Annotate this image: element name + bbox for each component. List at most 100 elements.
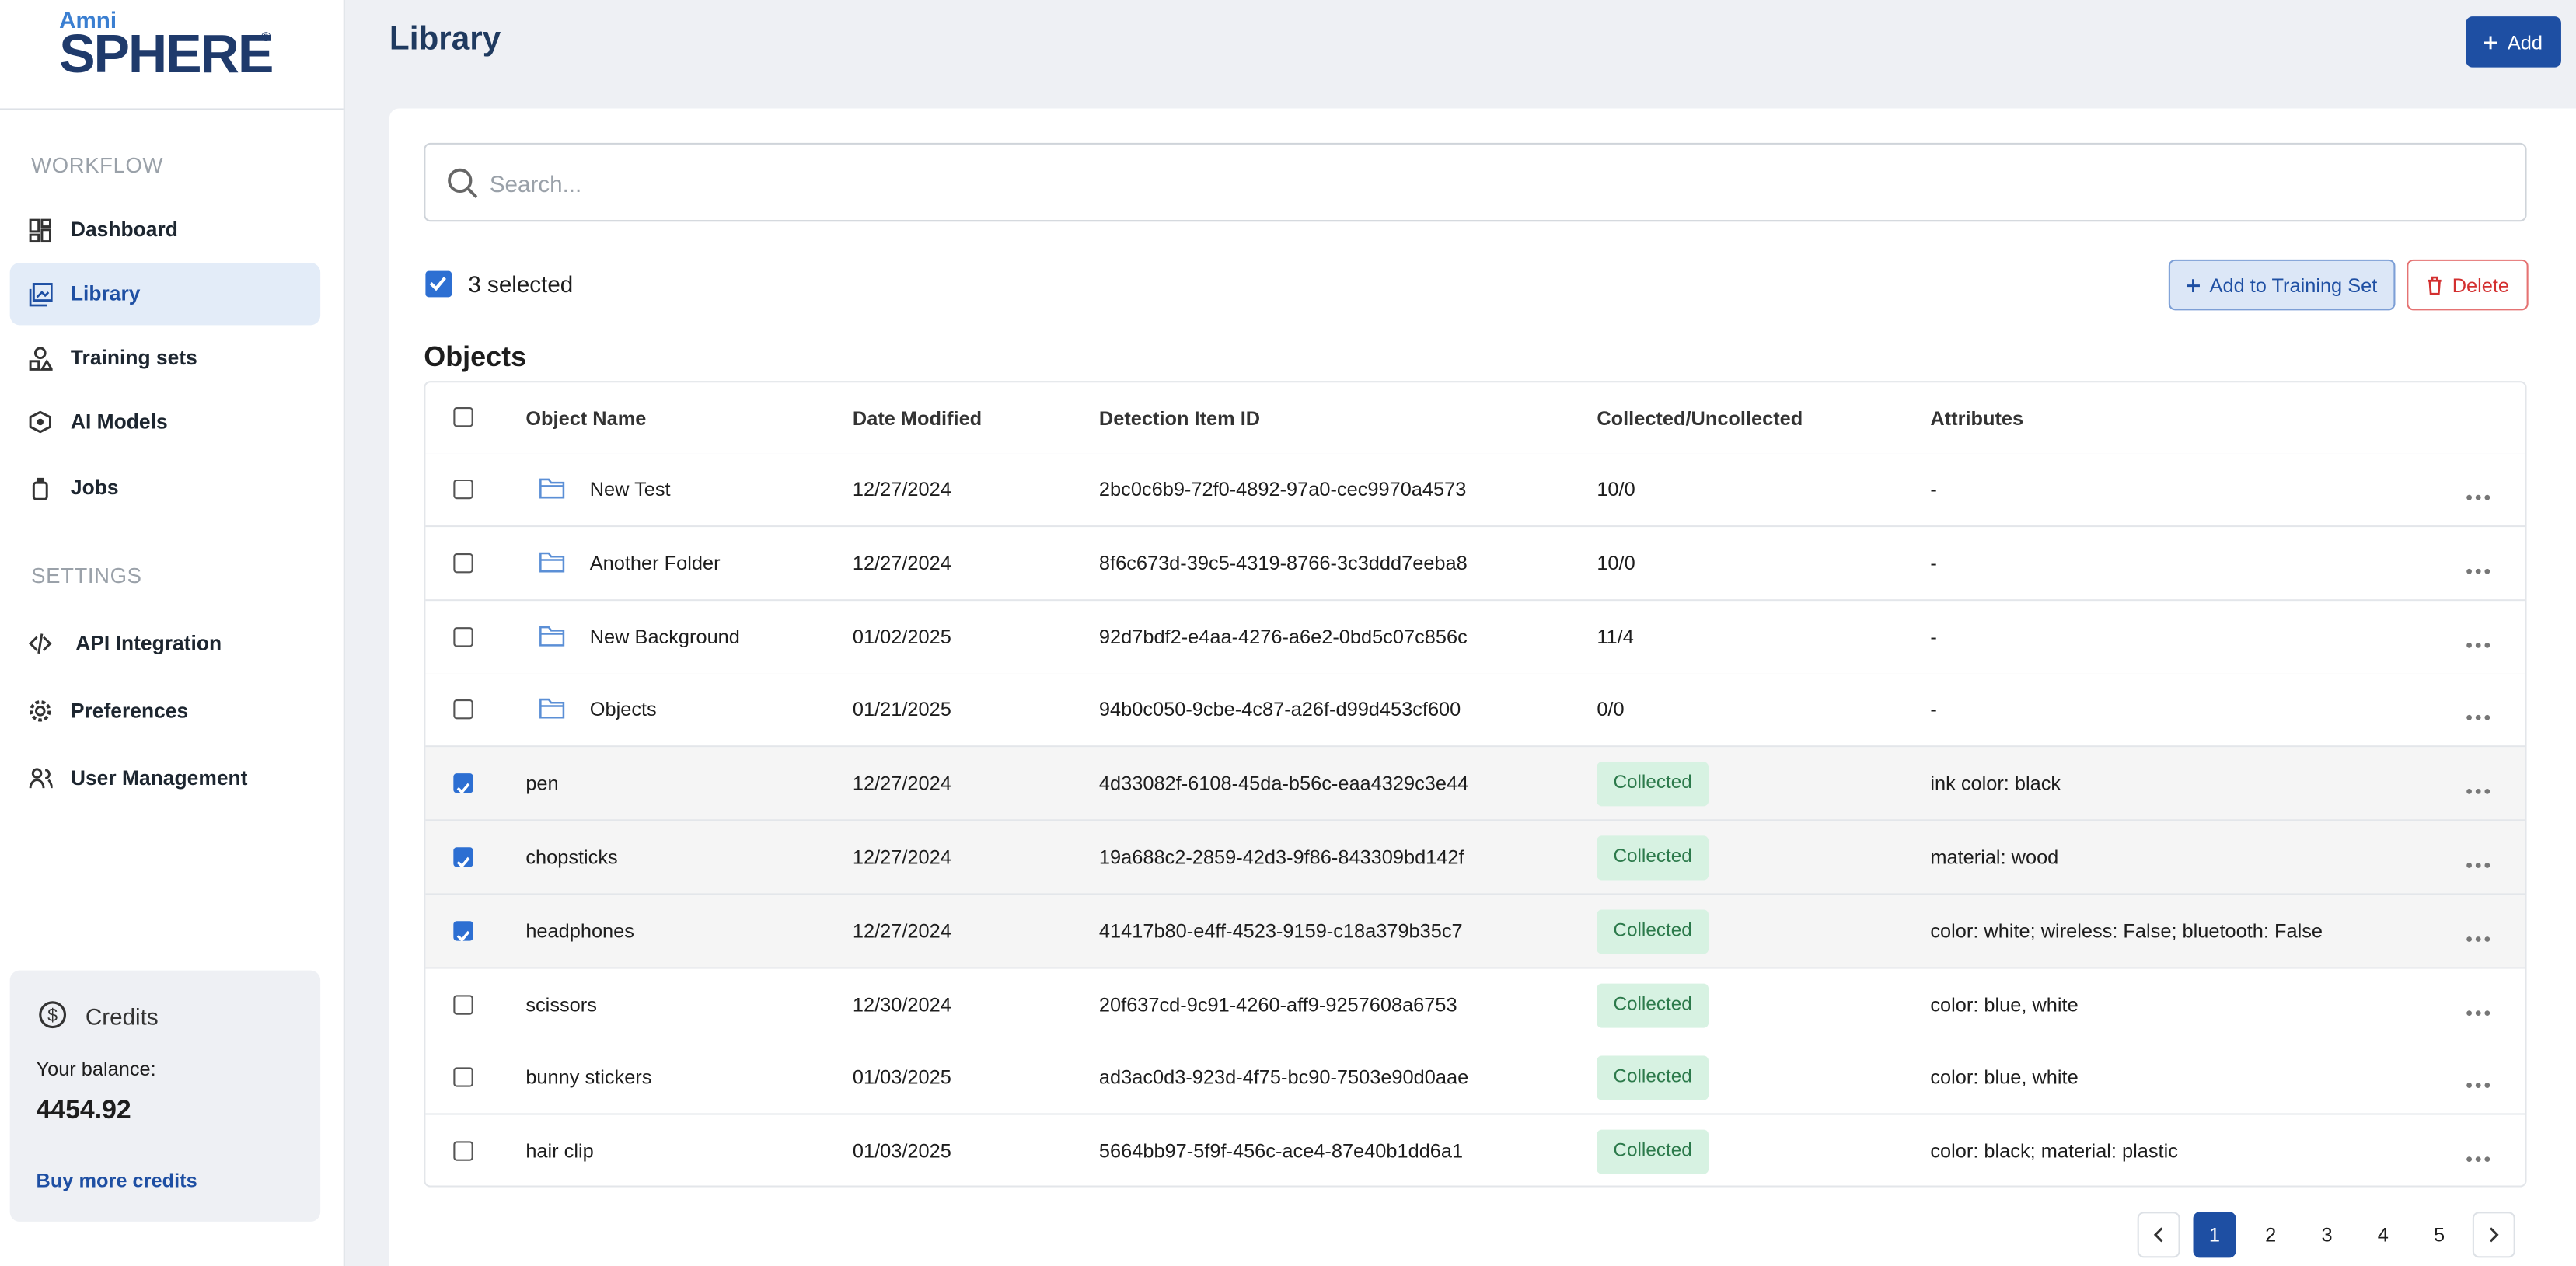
folder-icon (539, 699, 565, 728)
nav-icon (29, 347, 53, 371)
search-icon (448, 168, 478, 198)
nav-icon (29, 633, 52, 654)
page-button[interactable]: 1 (2193, 1212, 2236, 1258)
page-button[interactable]: 4 (2377, 1223, 2389, 1247)
search-box[interactable]: Search... (424, 142, 2527, 222)
row-checkbox[interactable] (453, 1068, 473, 1088)
nav-label: Dashboard (70, 218, 178, 242)
nav-item[interactable]: Library (9, 263, 321, 326)
row-checkbox[interactable] (453, 773, 473, 795)
brand-small: Amni (59, 6, 117, 33)
objects-table: Object Name Date Modified Detection Item I… (424, 381, 2527, 1188)
nav-item[interactable]: AI Models (10, 391, 320, 453)
prev-page[interactable] (2137, 1212, 2180, 1258)
nav-icon (29, 283, 53, 307)
status-badge: Collected (1597, 762, 1709, 807)
object-name: New Test (589, 477, 671, 501)
row-menu[interactable] (2466, 1142, 2490, 1171)
table-row: headphones 12/27/2024 41417b80-e4ff-4523-9… (425, 895, 2525, 969)
row-menu[interactable] (2466, 921, 2490, 950)
date-modified: 12/27/2024 (852, 477, 951, 501)
attributes: - (1930, 625, 1937, 648)
date-modified: 01/03/2025 (852, 1066, 951, 1090)
row-checkbox[interactable] (453, 479, 473, 500)
row-checkbox[interactable] (453, 1141, 473, 1162)
row-checkbox[interactable] (453, 920, 473, 942)
add-to-training-button[interactable]: Add to Training Set (2168, 259, 2396, 311)
nav-item[interactable]: Jobs (10, 456, 320, 518)
row-menu[interactable] (2466, 626, 2490, 656)
row-menu[interactable] (2466, 847, 2490, 877)
row-menu[interactable] (2466, 774, 2490, 804)
collected-count: 10/0 (1597, 551, 1635, 575)
row-menu[interactable] (2466, 700, 2490, 730)
date-modified: 01/02/2025 (852, 625, 951, 648)
object-name: New Background (589, 625, 740, 648)
detection-id: 20f637cd-9c91-4260-aff9-9257608a6753 (1098, 992, 1457, 1016)
balance-label: Your balance: (36, 1057, 156, 1081)
trash-icon (2428, 275, 2441, 295)
date-modified: 12/27/2024 (852, 772, 951, 795)
detection-id: 8f6c673d-39c5-4319-8766-3c3ddd7eeba8 (1098, 551, 1468, 575)
svg-text:$: $ (47, 1005, 58, 1025)
attributes: color: blue, white (1930, 1066, 2079, 1090)
next-page[interactable] (2472, 1212, 2515, 1258)
row-checkbox[interactable] (453, 553, 473, 573)
row-checkbox[interactable] (453, 847, 473, 869)
nav-item[interactable]: Preferences (10, 680, 320, 742)
row-checkbox[interactable] (453, 626, 473, 647)
nav-item[interactable]: Training sets (10, 326, 320, 389)
plus-icon (2484, 35, 2498, 49)
status-badge: Collected (1597, 835, 1709, 881)
row-checkbox[interactable] (453, 699, 473, 720)
nav-item[interactable]: Dashboard (10, 199, 320, 261)
nav-label: Library (70, 282, 141, 305)
nav-icon (30, 700, 51, 722)
brand-name: SPHERE (59, 23, 274, 84)
balance: 4454.92 (36, 1097, 131, 1125)
add-button[interactable]: Add (2466, 16, 2561, 68)
delete-button[interactable]: Delete (2407, 259, 2529, 311)
status-badge: Collected (1597, 909, 1709, 954)
nav-section-title: SETTINGS (31, 563, 142, 588)
row-menu[interactable] (2466, 1068, 2490, 1097)
nav-label: Jobs (70, 476, 119, 500)
collected-count: 10/0 (1597, 477, 1635, 501)
row-menu[interactable] (2466, 553, 2490, 583)
row-menu[interactable] (2466, 994, 2490, 1024)
attributes: color: white; wireless: False; bluetooth… (1930, 919, 2323, 943)
date-modified: 12/27/2024 (852, 919, 951, 943)
nav-item[interactable]: User Management (10, 747, 320, 809)
page-button[interactable]: 2 (2265, 1223, 2277, 1247)
selection-count: 3 selected (468, 270, 574, 298)
row-checkbox[interactable] (453, 994, 473, 1014)
select-all-checkbox[interactable] (425, 270, 452, 298)
date-modified: 12/30/2024 (852, 992, 951, 1016)
plus-icon (2186, 278, 2200, 292)
detection-id: 5664bb97-5f9f-456c-ace4-87e40b1dd6a1 (1098, 1139, 1464, 1163)
buy-credits-link[interactable]: Buy more credits (36, 1169, 197, 1192)
collected-count: 11/4 (1597, 625, 1634, 648)
folder-icon (539, 478, 565, 507)
nav-item[interactable]: API Integration (10, 612, 320, 675)
status-badge: Collected (1597, 982, 1709, 1027)
page-button[interactable]: 3 (2321, 1223, 2333, 1247)
row-checkbox[interactable] (453, 406, 473, 427)
column-header: Date Modified (852, 406, 983, 431)
status-badge: Collected (1597, 1056, 1709, 1101)
nav-icon (29, 218, 51, 243)
row-menu[interactable] (2466, 480, 2490, 509)
nav-label: Training sets (70, 346, 197, 370)
page-button[interactable]: 5 (2434, 1223, 2445, 1247)
detection-id: 19a688c2-2859-42d3-9f86-843309bd142f (1098, 846, 1464, 869)
detection-id: 92d7bdf2-e4aa-4276-a6e2-0bd5c07c856c (1098, 625, 1468, 648)
status-badge: Collected (1597, 1130, 1709, 1175)
table-row: scissors 12/30/2024 20f637cd-9c91-4260-aff… (425, 968, 2525, 1042)
table-row: Objects 01/21/2025 94b0c050-9cbe-4c87-a26f… (425, 674, 2525, 748)
table-row: Another Folder 12/27/2024 8f6c673d-39c5-43… (425, 526, 2525, 601)
add-to-training-label: Add to Training Set (2209, 273, 2378, 297)
date-modified: 12/27/2024 (852, 846, 951, 869)
object-name: chopsticks (525, 846, 618, 869)
